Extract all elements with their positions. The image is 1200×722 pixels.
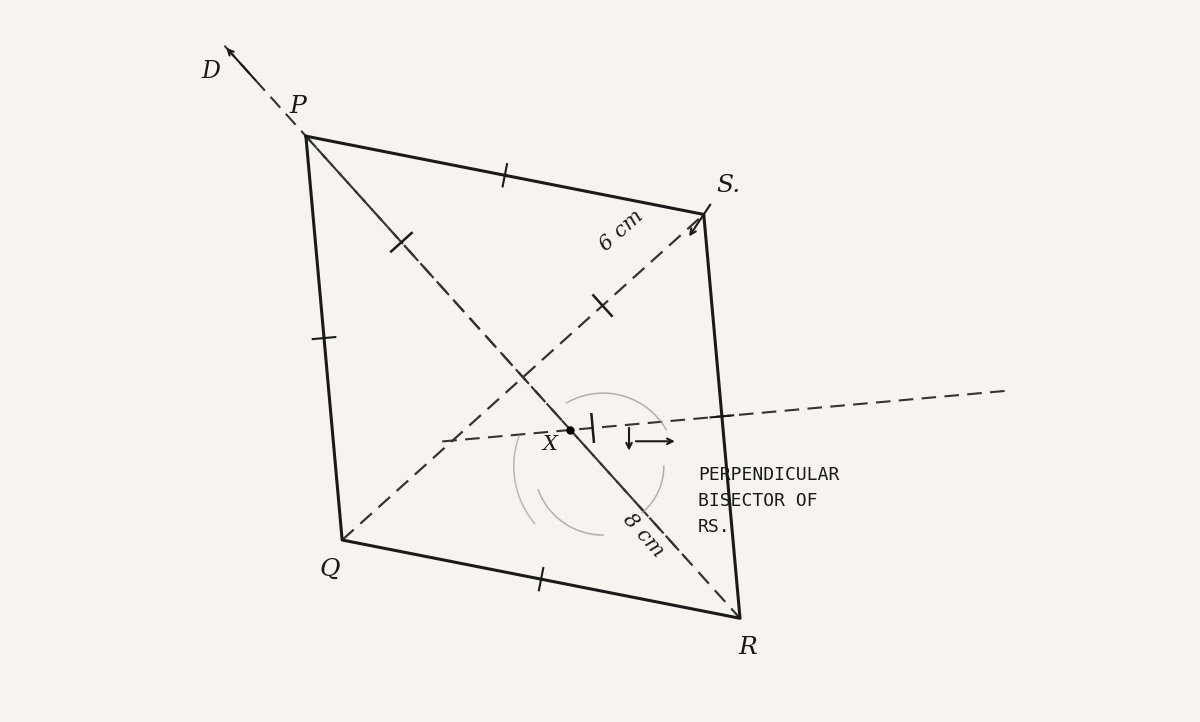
Text: D: D	[202, 60, 221, 83]
Text: Q: Q	[319, 558, 341, 581]
Text: R: R	[739, 636, 757, 659]
Text: 6 cm: 6 cm	[596, 206, 647, 256]
Text: X: X	[542, 435, 557, 454]
Text: S.: S.	[716, 173, 740, 196]
Text: P: P	[289, 95, 306, 118]
Text: 8 cm: 8 cm	[619, 510, 668, 561]
Text: PERPENDICULAR
BISECTOR OF
RS.: PERPENDICULAR BISECTOR OF RS.	[698, 466, 839, 536]
